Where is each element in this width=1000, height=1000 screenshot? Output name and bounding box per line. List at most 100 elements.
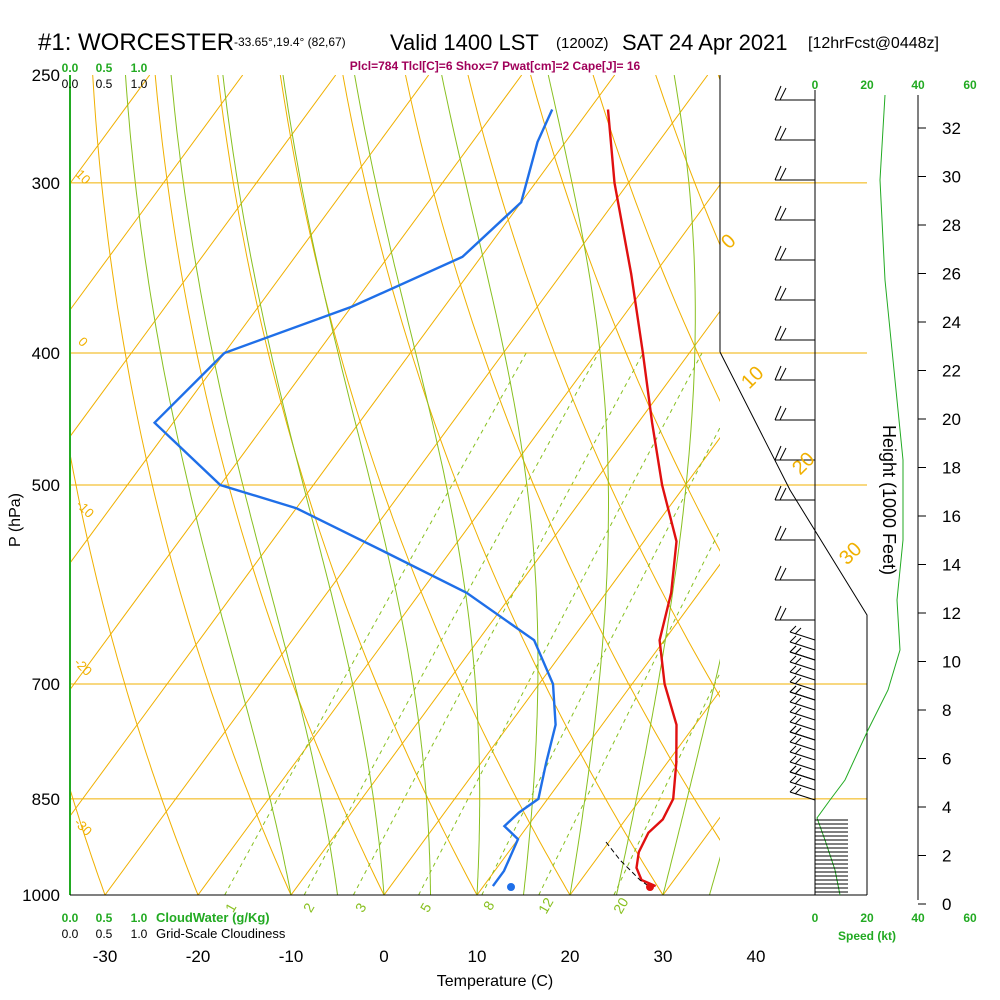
wind-barb [774,605,815,621]
wind-barb-shaft [789,771,816,781]
wind-barb-flag [789,785,797,793]
dry-adiabat [467,75,720,698]
wind-barb-flag [779,87,787,101]
wind-barb-flag [789,715,797,723]
wind-barb-flag [789,735,797,743]
cloudiness-tick-bottom: 0.0 [62,927,79,941]
isotherm-line [70,75,337,438]
height-tick-label: 12 [942,604,961,623]
wind-barb-flag [779,487,787,501]
wind-barb-flag [794,787,802,795]
pressure-tick-label: 250 [32,66,60,85]
wind-barb-flag [794,727,802,735]
mixing-ratio-label: 2 [300,900,318,915]
wind-barb-shaft [789,761,816,771]
isotherm-label: 10 [737,362,768,393]
height-tick-label: 16 [942,507,961,526]
temperature-tick-label: 0 [379,947,388,966]
wind-barb-flag [789,675,797,683]
temperature-tick-label: -10 [279,947,304,966]
wind-barb-flag [789,685,797,693]
wind-barb-shaft [789,741,816,751]
wind-barb-shaft [789,681,816,691]
cloud-water-tick-top: 0.5 [96,61,113,75]
cloudiness-tick-bottom: 1.0 [131,927,148,941]
wind-barb-flag [794,757,802,765]
wind-barb [774,325,815,341]
dry-adiabat [530,75,720,552]
isotherm-line [849,75,1000,895]
wind-barb-flag [794,677,802,685]
wind-barb-flag [774,525,782,541]
mixing-ratio-label: 20 [610,895,632,917]
wind-barb-flag [794,707,802,715]
cloudiness-tick-bottom: 0.5 [96,927,113,941]
wind-barb-flag [774,165,782,181]
speed-tick-label-bottom: 0 [812,911,819,925]
pressure-tick-label: 500 [32,476,60,495]
pressure-tick-label: 1000 [22,886,60,905]
wind-barb-flag [779,607,787,621]
cloudiness-label: Grid-Scale Cloudiness [156,926,286,941]
height-tick-label: 2 [942,847,951,866]
wind-barb-flag [789,765,797,773]
temperature-tick-label: 30 [654,947,673,966]
temperature-line [606,109,678,888]
dry-adiabat [342,75,664,895]
wind-barb [789,695,816,711]
wind-barb [789,745,816,761]
speed-tick-label-top: 40 [911,78,925,92]
wind-barb-flag [789,655,797,663]
wind-barb-flag [794,737,802,745]
cloud-water-tick-top: 1.0 [131,61,148,75]
temperature-tick-label: 10 [468,947,487,966]
wind-barb-flag [794,717,802,725]
dry-adiabat [92,75,292,895]
cloudiness-tick-top: 0.5 [96,77,113,91]
wind-barb [774,85,815,101]
dry-adiabat [969,75,1000,895]
wind-barb-flag [779,207,787,221]
wind-barb [789,735,816,751]
wind-barb-flag [794,747,802,755]
height-tick-label: 24 [942,313,961,332]
height-tick-label: 22 [942,362,961,381]
wind-barb-flag [794,697,802,705]
height-tick-label: 30 [942,168,961,187]
wind-barb [774,165,815,181]
moist-adiabat [125,75,292,895]
wind-barb-flag [794,637,802,645]
wind-barb-flag [789,725,797,733]
wind-barb-flag [789,775,797,783]
wind-barb [789,775,816,791]
temperature-tick-label: 20 [561,947,580,966]
moist-adiabat [354,75,481,895]
height-tick-label: 0 [942,895,951,914]
isotherm-line [70,75,244,311]
wind-barb-flag [779,127,787,141]
cloud-water-tick-top: 0.0 [62,61,79,75]
height-tick-label: 6 [942,750,951,769]
wind-barb-flag [779,167,787,181]
station-title: #1: WORCESTER [38,29,234,56]
wind-barb-flag [794,667,802,675]
pressure-tick-label: 300 [32,174,60,193]
cloud-water-tick-bottom: 1.0 [131,911,148,925]
wind-barb-shaft [789,641,816,651]
wind-barb-flag [774,205,782,221]
moist-adiabat [547,75,609,895]
wind-barb [789,765,816,781]
series-layer [152,109,678,891]
wind-barb [789,785,816,801]
wind-barb-flag [779,527,787,541]
wind-barb-flag [774,285,782,301]
speed-tick-label-bottom: 40 [911,911,925,925]
forecast-label: [12hrFcst@0448z] [808,35,939,52]
mixing-ratio-label: 8 [480,898,498,913]
wind-barb-shaft [789,721,816,731]
wind-barb-flag [774,445,782,461]
wind-barb [789,645,816,661]
wind-barb-shaft [789,701,816,711]
wind-barb-flag [774,405,782,421]
cloud-water-label: CloudWater (g/Kg) [156,910,270,925]
